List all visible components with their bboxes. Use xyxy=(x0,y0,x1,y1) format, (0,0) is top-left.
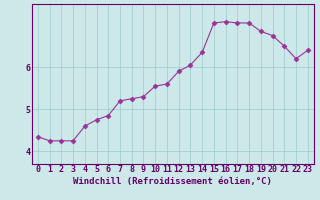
X-axis label: Windchill (Refroidissement éolien,°C): Windchill (Refroidissement éolien,°C) xyxy=(73,177,272,186)
